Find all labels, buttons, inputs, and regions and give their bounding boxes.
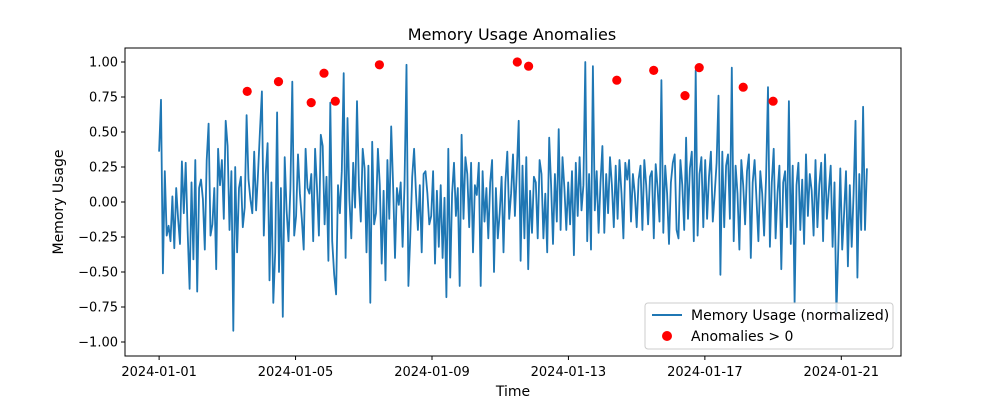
anomaly-points-layer [242,57,778,108]
legend-scatter-label: Anomalies > 0 [691,329,793,345]
anomaly-point [612,75,622,85]
anomaly-point [242,86,252,96]
y-tick-label: 0.75 [89,91,118,106]
y-tick-label: −0.75 [78,301,118,316]
chart-title: Memory Usage Anomalies [408,25,616,44]
x-tick-label: 2024-01-09 [394,365,470,380]
x-axis: 2024-01-01 2024-01-05 2024-01-09 2024-01-13… [121,356,879,380]
x-tick-label: 2024-01-17 [667,365,743,380]
y-tick-label: 0.50 [89,126,118,141]
anomaly-point [649,65,659,75]
anomaly-point [738,82,748,92]
y-tick-label: −0.25 [78,231,118,246]
y-axis-label: Memory Usage [51,149,67,254]
anomaly-point [680,91,690,101]
y-tick-label: −1.00 [78,336,118,351]
anomaly-point [524,61,534,71]
anomaly-point [694,63,704,73]
memory-usage-line [158,61,868,332]
y-tick-label: 0.25 [89,161,118,176]
y-tick-label: −0.50 [78,266,118,281]
legend: Memory Usage (normalized) Anomalies > 0 [644,302,894,350]
legend-box [644,302,894,350]
anomaly-point [273,77,284,87]
legend-scatter-swatch [662,331,672,341]
plot-area: −1.00 −0.75 −0.50 −0.25 0.00 0.25 0.50 0.75 1.00… [78,47,902,380]
anomaly-point [512,57,522,67]
y-axis: −1.00 −0.75 −0.50 −0.25 0.00 0.25 0.50 0.75 1.00 [78,56,125,351]
x-axis-label: Time [495,384,530,400]
y-tick-label: 1.00 [89,56,118,71]
x-tick-label: 2024-01-01 [121,365,197,380]
y-tick-label: 0.00 [89,196,118,211]
anomaly-point [306,98,316,108]
anomaly-point [319,68,329,78]
x-tick-label: 2024-01-05 [258,365,334,380]
anomaly-point [374,60,384,70]
line-series-layer [158,61,868,332]
legend-line-label: Memory Usage (normalized) [691,308,889,324]
anomaly-point [768,96,778,106]
x-tick-label: 2024-01-21 [804,365,880,380]
x-tick-label: 2024-01-13 [531,365,607,380]
anomaly-point [330,96,340,106]
